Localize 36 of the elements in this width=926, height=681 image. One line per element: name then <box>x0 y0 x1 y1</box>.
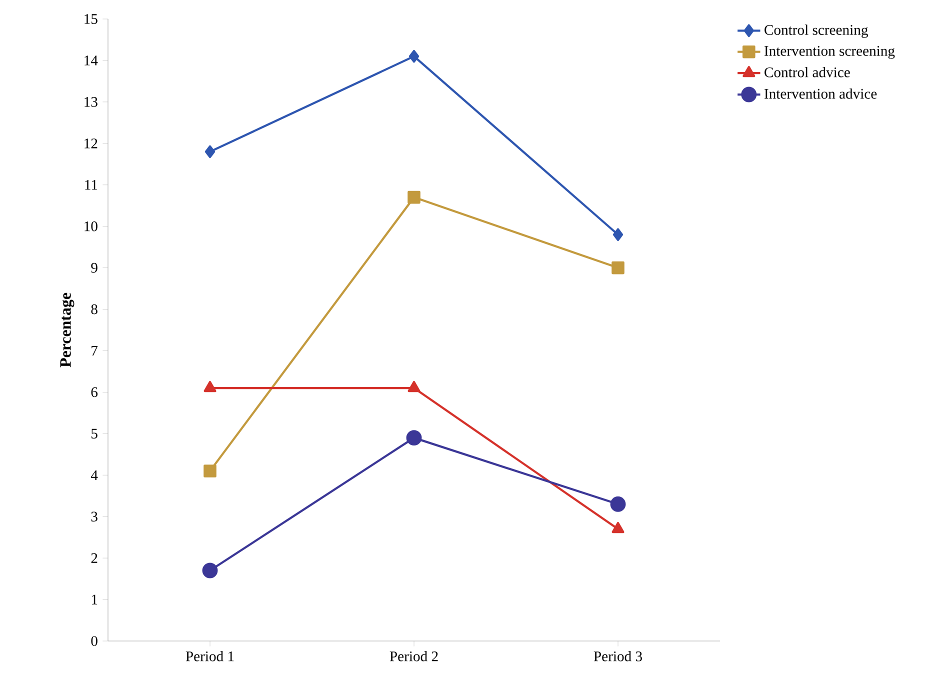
point <box>610 496 626 512</box>
point <box>202 562 218 578</box>
y-tick-label: 3 <box>91 512 98 522</box>
point <box>612 261 624 274</box>
point <box>612 228 624 242</box>
y-tick-label: 0 <box>91 636 98 646</box>
y-tick-label: 6 <box>91 387 98 398</box>
y-tick-label: 9 <box>91 262 98 273</box>
y-tick-label: 4 <box>90 470 98 480</box>
legend-label: Intervention advice <box>764 88 877 99</box>
point <box>408 380 420 392</box>
y-tick-label: 14 <box>84 56 98 66</box>
point <box>408 50 420 63</box>
point <box>204 464 216 478</box>
legend-label: Control advice <box>764 67 850 78</box>
legend-label: Control screening <box>764 24 868 38</box>
y-tick-label: 10 <box>84 221 98 232</box>
point <box>204 145 216 158</box>
point <box>408 190 420 204</box>
y-tick-label: 15 <box>84 14 98 24</box>
y-tick-label: 12 <box>84 138 98 148</box>
y-axis-title: Percentage <box>60 292 74 368</box>
y-tick-label: 2 <box>91 553 98 563</box>
legend-label: Intervention screening <box>764 46 895 59</box>
x-tick-label: Period 2 <box>390 651 438 662</box>
y-tick-label: 1 <box>92 594 98 604</box>
point <box>612 522 624 534</box>
y-tick-label: 7 <box>92 346 98 356</box>
y-tick-label: 11 <box>85 180 98 190</box>
y-tick-label: 13 <box>84 97 98 107</box>
y-tick-label: 5 <box>92 428 98 439</box>
x-tick-label: Period 3 <box>594 651 642 662</box>
point <box>406 430 422 446</box>
x-tick-label: Period 1 <box>186 651 234 662</box>
y-tick-label: 8 <box>91 304 98 314</box>
point <box>204 380 216 392</box>
